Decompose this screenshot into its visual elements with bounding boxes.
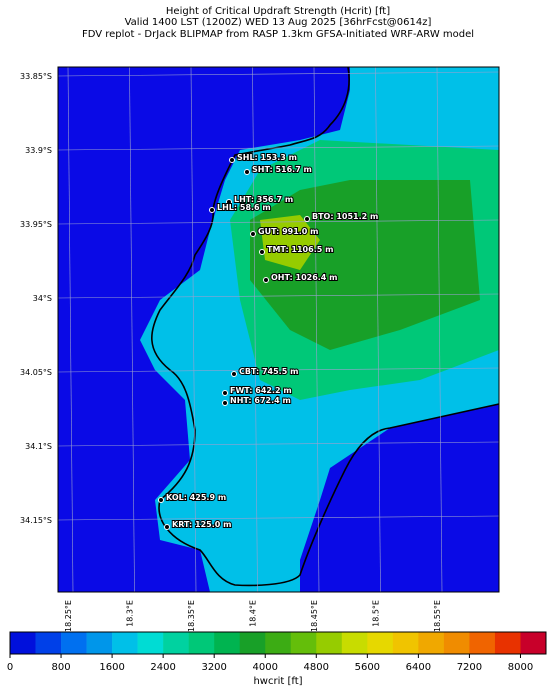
station-label: FWT: 642.2 m [230,386,292,395]
title-line: Valid 1400 LST (1200Z) WED 13 Aug 2025 [… [125,17,432,28]
coastline [151,66,500,587]
colorbar-segment [367,632,394,654]
land-region [250,180,480,350]
graticule [67,66,74,593]
station-marker [244,169,250,175]
station-label: SHL: 153.3 m [237,153,297,162]
colorbar-tick-label: 5600 [355,662,380,673]
graticule [57,219,500,225]
station-label: NHT: 672.4 m [230,396,291,405]
colorbar-segment [418,632,445,654]
colorbar-segment [188,632,215,654]
graticule [57,71,500,77]
lon-label: 18.3°E [126,600,135,627]
graticule [313,66,320,593]
colorbar-tick-label: 800 [52,662,71,673]
station-label: OHT: 1026.4 m [271,273,338,282]
colorbar-segment [61,632,87,654]
map [58,66,500,592]
lon-label: 18.35°E [187,600,196,632]
station-label: SHT: 516.7 m [252,165,312,174]
colorbar-tick-label: 4000 [253,662,278,673]
station-label: TMT: 1106.5 m [267,245,333,254]
colorbar-segment [137,632,164,654]
colorbar-label: hwcrit [ft] [253,676,302,687]
station-label: LHL: 58.6 m [217,203,271,212]
lat-label: 34.15°S [20,516,52,525]
lon-label: 18.45°E [310,600,319,632]
station-marker [259,249,265,255]
colorbar-segment [86,632,113,654]
station-label: LHT: 356.7 m [234,195,293,204]
colorbar-tick-label: 1600 [99,662,124,673]
colorbar-tick-label: 0 [7,662,13,673]
station-label: KRT: 125.0 m [172,520,231,529]
station-marker [164,524,170,530]
colorbar-segment [112,632,138,654]
station-marker [304,216,310,222]
graticule [57,441,500,447]
colorbar-segment [341,632,368,654]
station-marker [226,199,232,205]
colorbar-tick-label: 3200 [201,662,226,673]
station-marker [222,390,228,396]
colorbar-segment [443,632,470,654]
lon-label: 18.55°E [433,600,442,632]
station-marker [231,371,237,377]
graticule [57,367,500,373]
lat-label: 34.05°S [20,368,52,377]
station-label: KOL: 425.9 m [166,493,226,502]
station-marker [209,207,215,213]
colorbar-segment [520,632,547,654]
graticule [375,66,381,593]
colorbar-segment [392,632,419,654]
colorbar-tick-label: 8000 [508,662,533,673]
station-marker [158,497,164,503]
graticule [436,66,443,593]
colorbar-tick-label: 7200 [457,662,482,673]
lat-label: 34.1°S [25,442,52,451]
lat-label: 33.85°S [20,72,52,81]
colorbar-segment [35,632,62,654]
lon-label: 18.25°E [64,600,73,632]
title-line: FDV replot - DrJack BLIPMAP from RASP 1.… [82,29,474,40]
colorbar-segment [10,632,36,654]
map-frame [57,66,500,593]
graticule [129,66,135,593]
station-label: CBT: 745.5 m [239,367,298,376]
colorbar-tick-label: 4800 [304,662,329,673]
lat-label: 34°S [33,294,52,303]
station-label: BTO: 1051.2 m [312,212,378,221]
colorbar-tick-label: 2400 [150,662,175,673]
graticule [252,66,258,593]
station-marker [250,231,256,237]
station-marker [229,157,235,163]
colorbar-segment [163,632,189,654]
station-marker [222,400,228,406]
lat-label: 33.9°S [25,146,52,155]
lon-label: 18.5°E [372,600,381,627]
graticule [190,66,197,593]
graticule [57,293,500,299]
station-marker [263,277,269,283]
colorbar-segment [214,632,241,654]
colorbar-segment [290,632,317,654]
colorbar-segment [316,632,343,654]
lat-label: 33.95°S [20,220,52,229]
colorbar-segment [494,632,521,654]
colorbar-segment [265,632,292,654]
title-line: Height of Critical Updraft Strength (Hcr… [166,6,390,17]
colorbar-tick-label: 6400 [406,662,431,673]
land-region [260,215,320,270]
colorbar-segment [239,632,266,654]
colorbar-frame [9,631,547,655]
station-label: GUT: 991.0 m [258,227,319,236]
colorbar-segment [469,632,496,654]
graticule [57,145,500,151]
lon-label: 18.4°E [249,600,258,627]
graticule [57,515,500,521]
